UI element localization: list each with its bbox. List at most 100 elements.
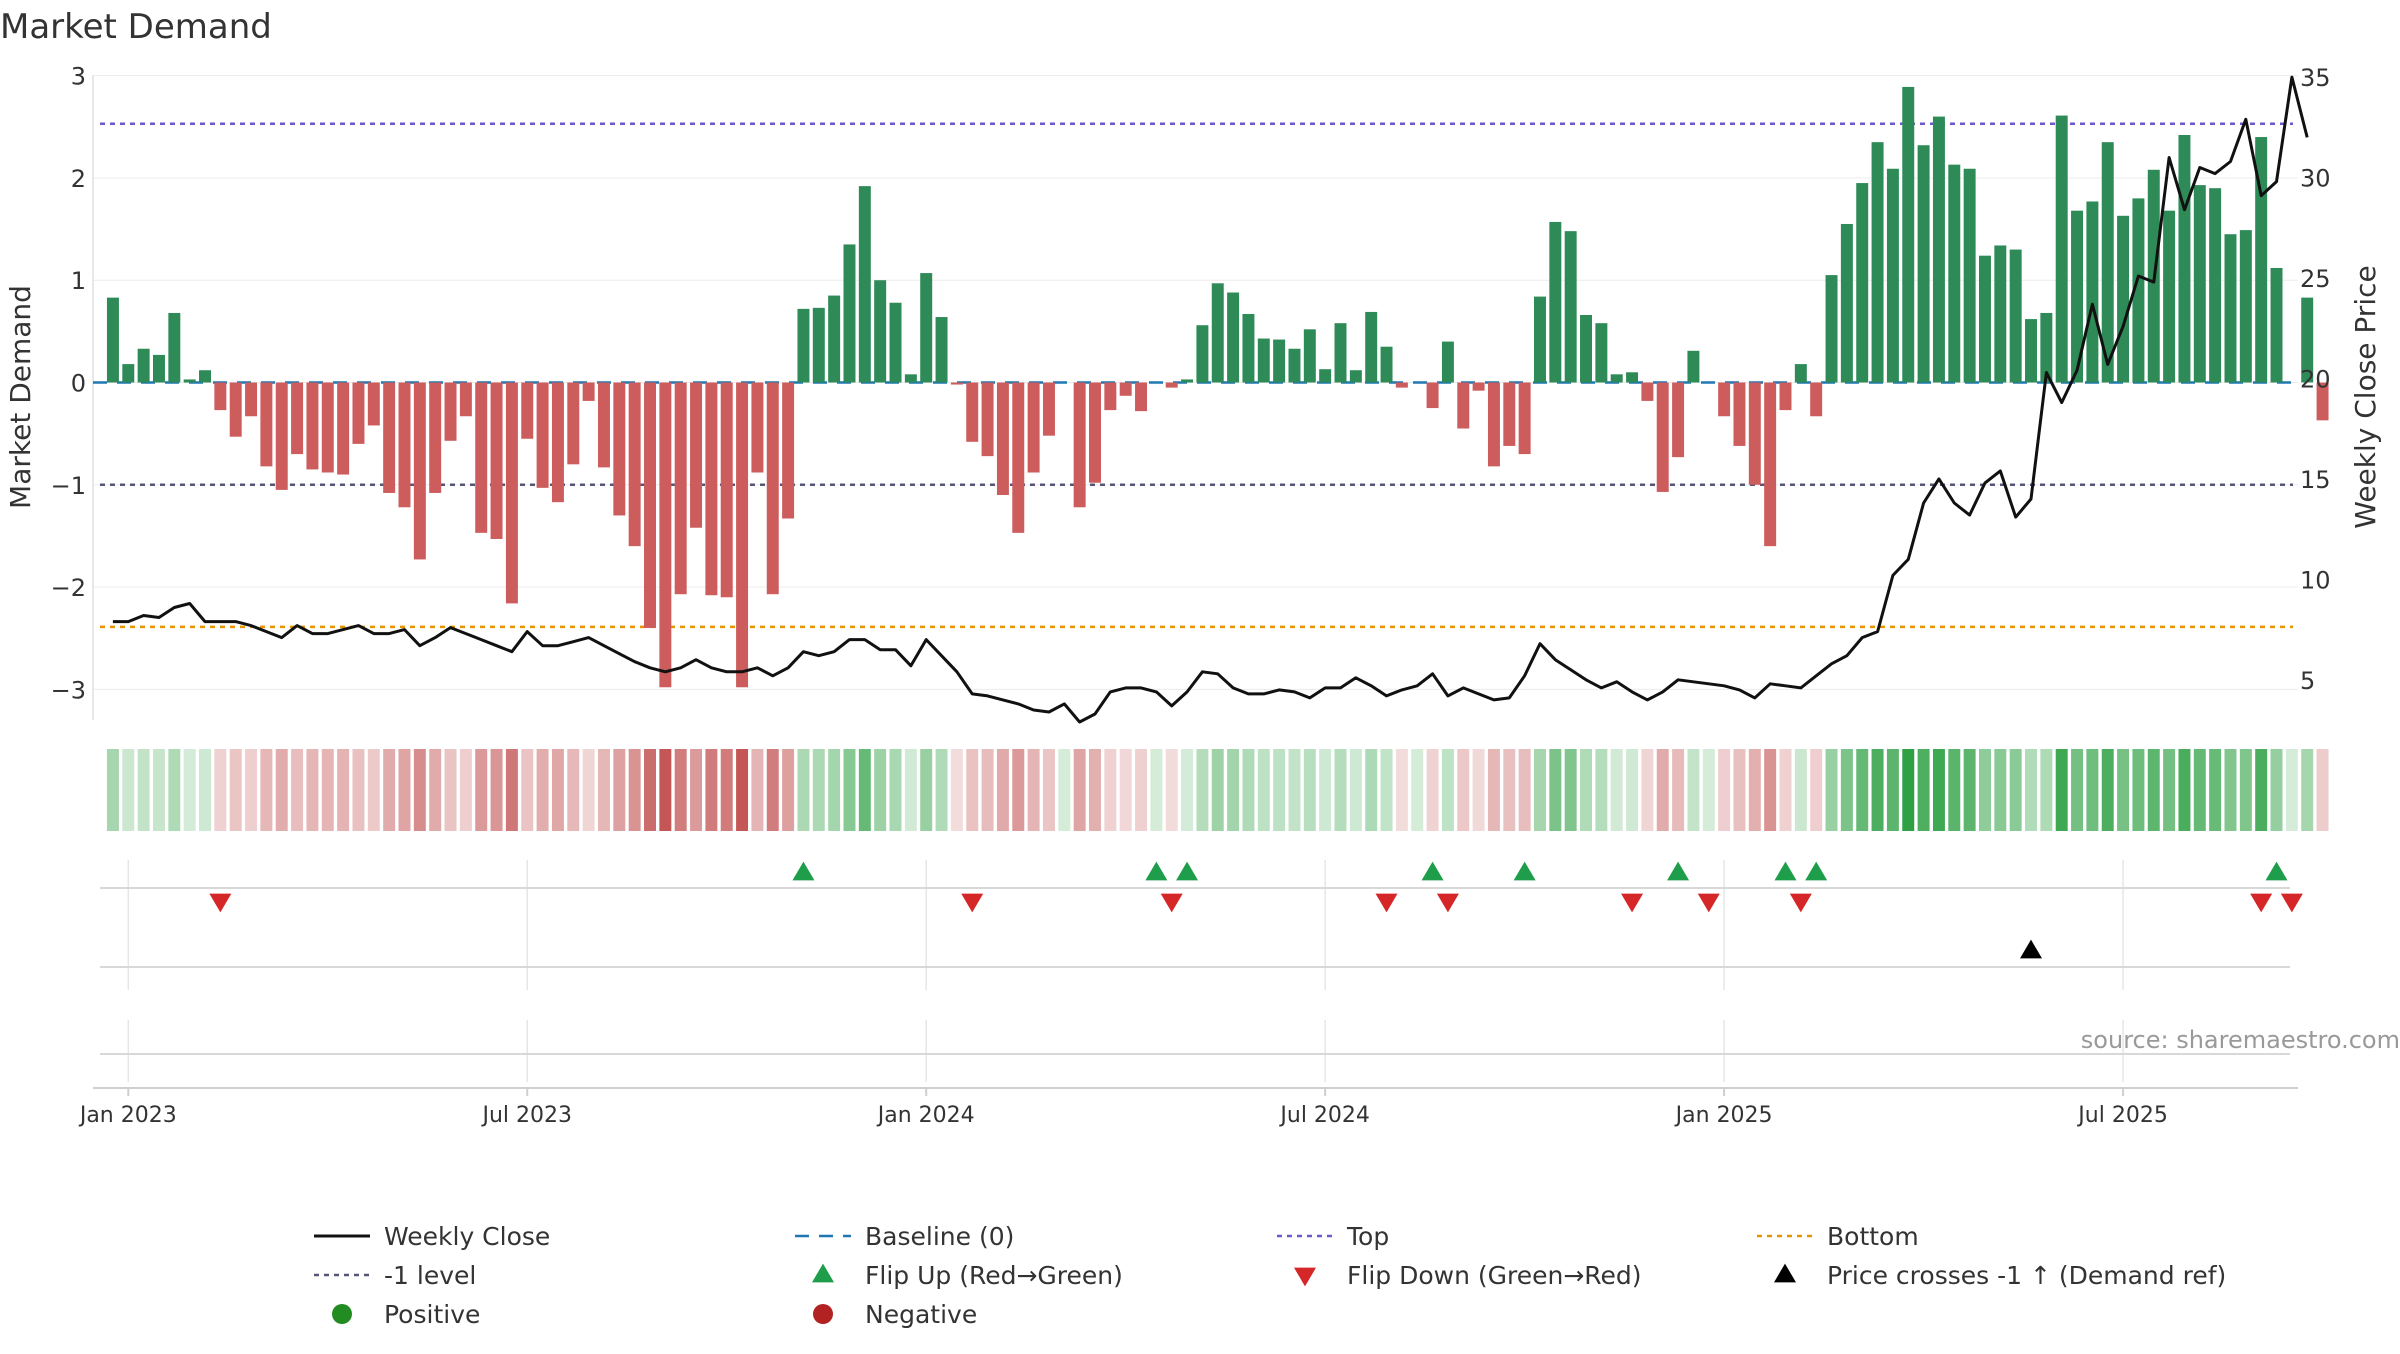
demand-bar — [2178, 135, 2191, 383]
demand-bar — [459, 382, 472, 417]
demand-bar — [122, 364, 135, 383]
heat-cell — [950, 749, 963, 831]
heat-cell — [1656, 749, 1669, 831]
demand-bar — [582, 382, 595, 401]
heat-cell — [1626, 749, 1639, 831]
heat-cell — [183, 749, 196, 831]
heat-cell — [996, 749, 1009, 831]
demand-bar — [1856, 183, 1869, 383]
heat-cell — [352, 749, 365, 831]
legend-label: -1 level — [384, 1261, 476, 1290]
flip-down-marker — [209, 893, 232, 913]
heat-cell — [2193, 749, 2206, 831]
demand-bar — [413, 382, 426, 560]
heat-cell — [628, 749, 641, 831]
demand-bar — [2040, 312, 2053, 383]
heat-cell — [567, 749, 580, 831]
event-markers — [100, 861, 2303, 1055]
heat-cell — [1871, 749, 1884, 831]
heat-cell — [444, 749, 457, 831]
demand-bar — [1810, 382, 1823, 417]
heat-cell — [1825, 749, 1838, 831]
y-right-tick-label: 30 — [2300, 165, 2331, 193]
heat-cell — [459, 749, 472, 831]
heat-cell — [1104, 749, 1117, 831]
heat-cell — [1472, 749, 1485, 831]
heat-cell — [429, 749, 442, 831]
demand-bar — [812, 307, 825, 383]
heat-cell — [1273, 749, 1286, 831]
demand-bar — [2193, 185, 2206, 383]
legend-swatch — [332, 1304, 352, 1324]
heat-cell — [2178, 749, 2191, 831]
heat-cell — [2285, 749, 2298, 831]
demand-bar — [843, 244, 856, 383]
demand-bar — [2132, 198, 2145, 383]
demand-bar — [1748, 382, 1761, 485]
y-right-tick-label: 20 — [2300, 365, 2331, 393]
y-axis-left-ticks: 3 2 1 0 −1 −2 −3 — [51, 63, 86, 705]
demand-bar — [1181, 379, 1194, 383]
heat-cell — [1810, 749, 1823, 831]
heat-cell — [1073, 749, 1086, 831]
flip-down-marker — [1375, 893, 1398, 913]
heat-cell — [2086, 749, 2099, 831]
demand-bar — [168, 312, 181, 383]
heat-cell — [413, 749, 426, 831]
y-right-tick-label: 35 — [2300, 64, 2331, 92]
heat-cell — [1794, 749, 1807, 831]
demand-bar — [1380, 346, 1393, 383]
demand-bar — [2055, 115, 2068, 383]
heat-cell — [1257, 749, 1270, 831]
demand-bar — [398, 382, 411, 508]
heat-cell — [505, 749, 518, 831]
demand-bar — [567, 382, 580, 465]
heat-cell — [904, 749, 917, 831]
demand-bar — [337, 382, 350, 475]
heat-cell — [1886, 749, 1899, 831]
heat-cell — [1748, 749, 1761, 831]
heat-cell — [1242, 749, 1255, 831]
flip-up-marker — [792, 861, 815, 881]
demand-bar — [536, 382, 549, 488]
demand-bar — [1027, 382, 1040, 473]
legend-item-bottom: Bottom — [1757, 1222, 1919, 1251]
demand-bar — [229, 382, 242, 437]
legend-item-flipdown: Flip Down (Green→Red) — [1294, 1261, 1642, 1290]
legend-item-top: Top — [1277, 1222, 1389, 1251]
demand-bar — [1012, 382, 1025, 533]
heat-cell — [168, 749, 181, 831]
heat-cell — [2025, 749, 2037, 831]
demand-bar — [2316, 382, 2329, 421]
y-left-tick-label: −3 — [51, 676, 86, 704]
demand-bar — [996, 382, 1009, 495]
demand-bar — [2071, 210, 2084, 383]
demand-bar — [1764, 382, 1777, 547]
demand-bar — [2086, 201, 2099, 383]
heat-cell — [122, 749, 135, 831]
heat-cell — [1932, 749, 1945, 831]
heat-cell — [106, 749, 119, 831]
heat-cell — [2117, 749, 2130, 831]
flip-up-marker — [2265, 861, 2288, 881]
demand-bar — [1319, 369, 1332, 383]
demand-bar — [429, 382, 442, 493]
demand-heat-strip — [106, 749, 2329, 831]
demand-bar — [1042, 382, 1055, 436]
demand-bar — [1549, 221, 1562, 383]
heat-cell — [1349, 749, 1362, 831]
heat-cell — [1764, 749, 1777, 831]
legend-label: Price crosses -1 ↑ (Demand ref) — [1827, 1261, 2226, 1290]
heat-cell — [2163, 749, 2176, 831]
heat-cell — [582, 749, 595, 831]
heat-cell — [1411, 749, 1424, 831]
flip-up-marker — [1774, 861, 1797, 881]
demand-bar — [659, 382, 672, 688]
flip-down-marker — [2250, 893, 2273, 913]
demand-bar — [260, 382, 273, 467]
heat-cell — [1840, 749, 1853, 831]
flip-down-marker — [1160, 893, 1183, 913]
weekly-close-polyline — [112, 75, 2309, 724]
y-left-tick-label: 2 — [71, 165, 86, 193]
